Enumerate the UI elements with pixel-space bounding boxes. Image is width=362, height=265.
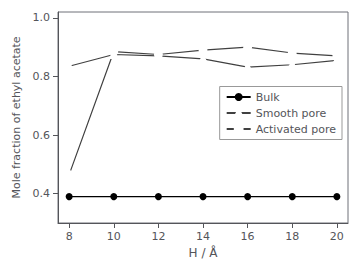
svg-text:Mole fraction of ethyl acetate: Mole fraction of ethyl acetate [10, 36, 23, 198]
svg-text:14: 14 [196, 230, 210, 243]
svg-text:1.0: 1.0 [33, 11, 51, 24]
svg-text:Bulk: Bulk [256, 91, 281, 104]
svg-text:0.8: 0.8 [33, 70, 51, 83]
svg-text:18: 18 [285, 230, 299, 243]
svg-text:10: 10 [107, 230, 121, 243]
svg-text:Smooth pore: Smooth pore [256, 107, 327, 120]
svg-text:H / Å: H / Å [189, 245, 219, 260]
svg-text:8: 8 [66, 230, 73, 243]
svg-text:20: 20 [330, 230, 344, 243]
svg-text:0.6: 0.6 [33, 129, 51, 142]
svg-text:Activated pore: Activated pore [256, 123, 337, 136]
svg-text:0.4: 0.4 [33, 187, 51, 200]
svg-text:12: 12 [151, 230, 165, 243]
svg-text:16: 16 [241, 230, 255, 243]
